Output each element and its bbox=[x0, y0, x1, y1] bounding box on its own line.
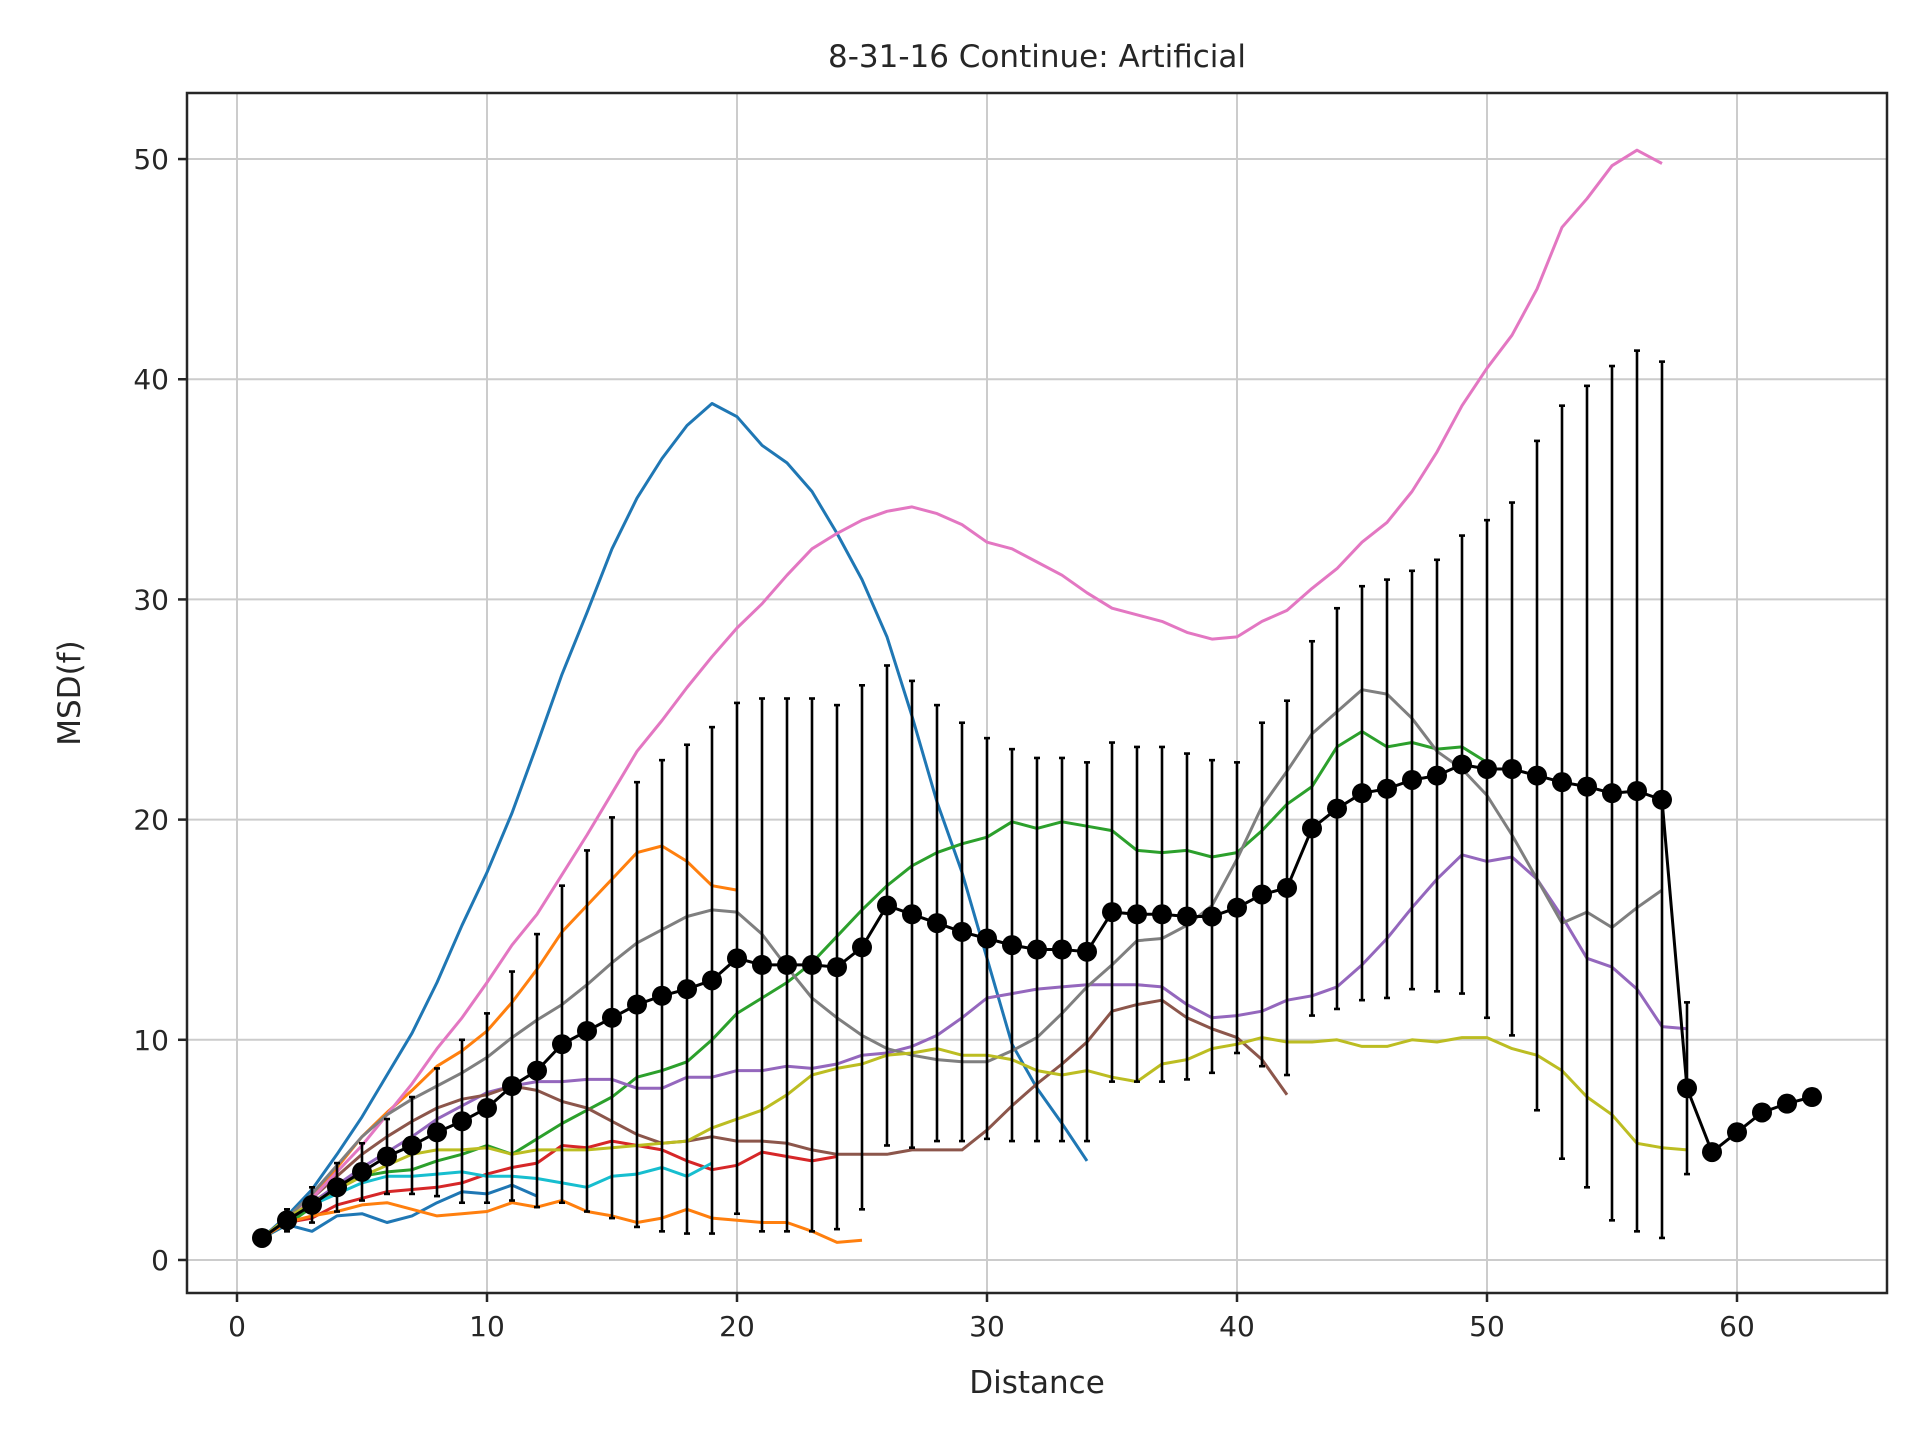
x-tick-label: 40 bbox=[1219, 1310, 1255, 1343]
mean-point bbox=[1727, 1122, 1747, 1143]
series-line-4 bbox=[261, 1139, 838, 1240]
mean-point bbox=[477, 1098, 497, 1119]
series-lines bbox=[261, 148, 1688, 1244]
series-line-1 bbox=[261, 402, 1089, 1240]
mean-point bbox=[1377, 778, 1397, 799]
mean-point bbox=[1302, 818, 1322, 839]
mean-point bbox=[952, 921, 972, 942]
mean-point bbox=[702, 970, 722, 991]
series-line-11 bbox=[261, 1183, 538, 1240]
y-tick-label: 30 bbox=[133, 583, 169, 616]
mean-point bbox=[827, 957, 847, 978]
chart-title: 8-31-16 Continue: Artificial bbox=[828, 39, 1246, 75]
series-line-6 bbox=[261, 998, 1289, 1240]
mean-point bbox=[1802, 1087, 1822, 1108]
x-axis-label: Distance bbox=[969, 1365, 1105, 1401]
mean-point bbox=[352, 1161, 372, 1182]
mean-point bbox=[1327, 798, 1347, 819]
series-line-9 bbox=[261, 1036, 1688, 1240]
axis-ticks: 0 10 20 30 40 50 60 0 10 20 30 40 50 bbox=[133, 143, 1754, 1343]
plot-frame bbox=[185, 91, 1889, 1295]
mean-point bbox=[1677, 1078, 1697, 1099]
y-tick-label: 20 bbox=[133, 804, 169, 837]
mean-series bbox=[252, 754, 1822, 1248]
x-tick-label: 20 bbox=[719, 1310, 755, 1343]
mean-point bbox=[977, 928, 997, 949]
mean-point bbox=[427, 1122, 447, 1143]
y-tick-label: 50 bbox=[133, 143, 169, 176]
mean-point bbox=[1052, 939, 1072, 960]
mean-point bbox=[1652, 789, 1672, 810]
mean-point bbox=[1527, 765, 1547, 786]
mean-point bbox=[1552, 772, 1572, 793]
mean-point bbox=[1252, 884, 1272, 905]
mean-point bbox=[1452, 754, 1472, 775]
mean-point bbox=[302, 1194, 322, 1215]
mean-point bbox=[1577, 776, 1597, 797]
mean-point bbox=[652, 985, 672, 1006]
y-tick-label: 10 bbox=[133, 1024, 169, 1057]
mean-point bbox=[927, 913, 947, 934]
x-tick-label: 50 bbox=[1469, 1310, 1505, 1343]
mean-point bbox=[877, 895, 897, 916]
mean-point bbox=[802, 954, 822, 975]
mean-point bbox=[727, 948, 747, 969]
y-tick-label: 40 bbox=[133, 363, 169, 396]
series-line-12 bbox=[261, 1199, 863, 1244]
mean-point bbox=[1477, 758, 1497, 779]
mean-point bbox=[902, 904, 922, 925]
mean-point bbox=[1702, 1142, 1722, 1163]
x-tick-label: 30 bbox=[969, 1310, 1005, 1343]
mean-point bbox=[1152, 904, 1172, 925]
x-tick-label: 0 bbox=[228, 1310, 246, 1343]
mean-point bbox=[1427, 765, 1447, 786]
mean-point bbox=[752, 954, 772, 975]
mean-point bbox=[1127, 904, 1147, 925]
mean-point bbox=[502, 1076, 522, 1097]
y-axis-label: MSD(f) bbox=[52, 640, 88, 745]
mean-point bbox=[1277, 877, 1297, 898]
mean-point bbox=[327, 1177, 347, 1198]
mean-point bbox=[1227, 897, 1247, 918]
x-tick-label: 60 bbox=[1719, 1310, 1755, 1343]
mean-point bbox=[252, 1227, 272, 1248]
mean-point bbox=[577, 1020, 597, 1041]
mean-point bbox=[677, 979, 697, 1000]
mean-point bbox=[552, 1034, 572, 1055]
mean-point bbox=[277, 1210, 297, 1231]
mean-point bbox=[1027, 939, 1047, 960]
mean-point bbox=[777, 954, 797, 975]
mean-point bbox=[452, 1111, 472, 1132]
mean-point bbox=[1627, 780, 1647, 801]
mean-error-bars bbox=[259, 349, 1690, 1244]
mean-point bbox=[627, 994, 647, 1015]
mean-point bbox=[1352, 783, 1372, 804]
mean-point bbox=[527, 1060, 547, 1081]
mean-point bbox=[402, 1135, 422, 1156]
mean-point bbox=[1202, 906, 1222, 927]
mean-point bbox=[852, 937, 872, 958]
mean-point bbox=[1502, 758, 1522, 779]
series-line-3 bbox=[261, 730, 1488, 1240]
series-line-7 bbox=[261, 148, 1663, 1240]
mean-point bbox=[1002, 935, 1022, 956]
mean-point bbox=[1402, 769, 1422, 790]
x-tick-label: 10 bbox=[469, 1310, 505, 1343]
mean-point bbox=[1602, 783, 1622, 804]
mean-point bbox=[1752, 1102, 1772, 1123]
mean-point bbox=[1102, 902, 1122, 923]
mean-point bbox=[377, 1146, 397, 1167]
mean-point bbox=[1077, 941, 1097, 962]
mean-point bbox=[1777, 1093, 1797, 1114]
mean-point bbox=[1177, 906, 1197, 927]
y-tick-label: 0 bbox=[151, 1244, 169, 1277]
mean-point bbox=[602, 1007, 622, 1028]
